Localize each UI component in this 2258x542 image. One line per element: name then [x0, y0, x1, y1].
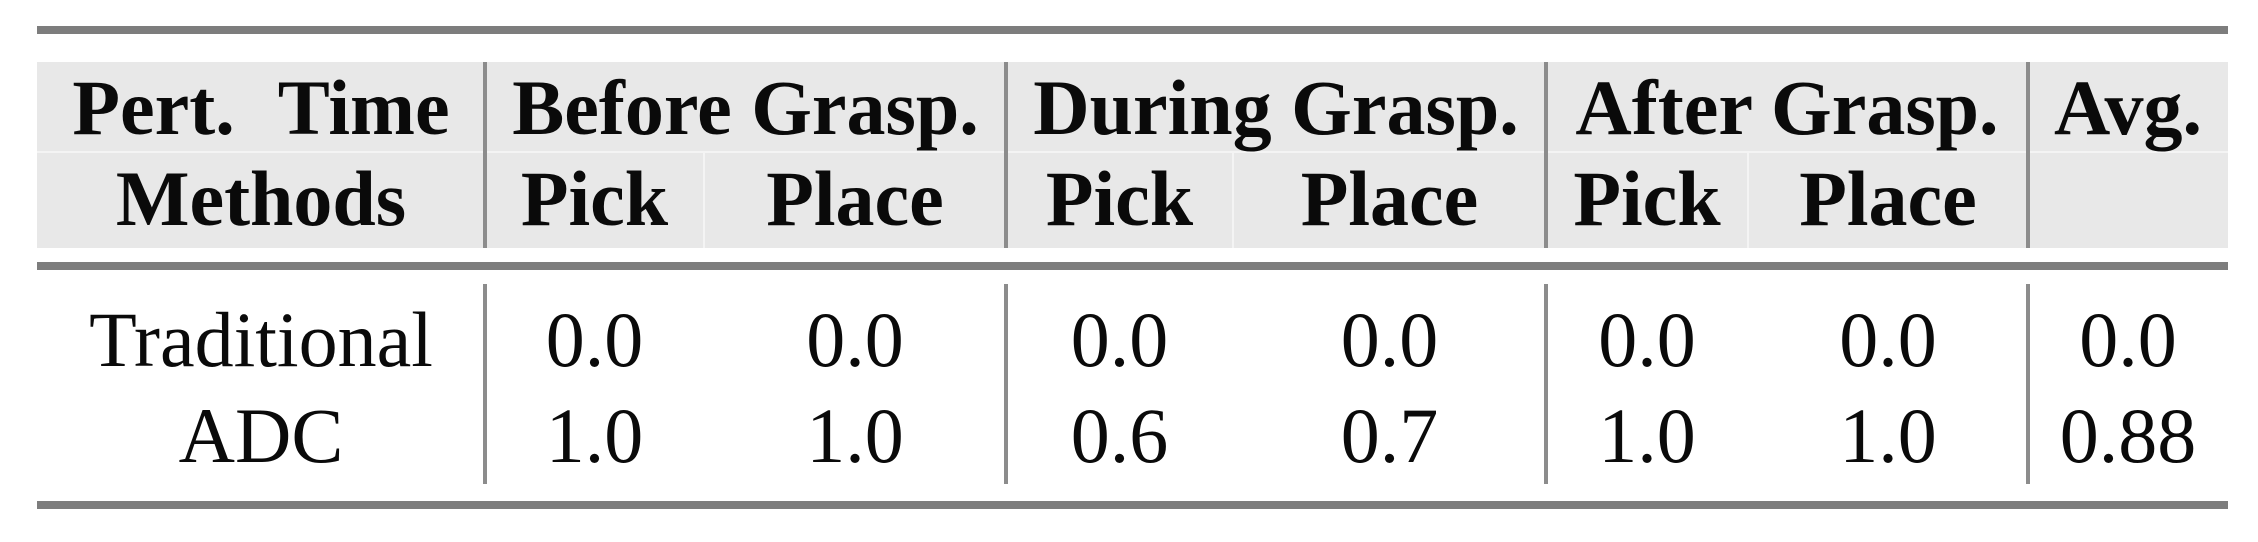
header-after-place: Place [1799, 155, 1977, 242]
column-divider [2026, 62, 2030, 248]
header-during-pick: Pick [1045, 155, 1194, 242]
column-divider [2026, 284, 2030, 484]
value-traditional-avg: 0.0 [2079, 296, 2177, 383]
header-row-seam [37, 151, 2228, 153]
value-traditional-before-pick: 0.0 [545, 296, 644, 383]
row-adc-label: ADC [178, 392, 344, 479]
header-before-place: Place [766, 155, 944, 242]
header-after-grasp: After Grasp. [1575, 64, 1999, 151]
header-cell-seam [1232, 153, 1234, 248]
table-mid-rule [37, 262, 2228, 270]
column-divider [1004, 284, 1008, 484]
table-bottom-rule [37, 501, 2228, 509]
header-avg: Avg. [2053, 64, 2203, 151]
value-traditional-during-place: 0.0 [1340, 296, 1439, 383]
header-methods: Methods [115, 155, 407, 242]
column-divider [483, 62, 487, 248]
header-cell-seam [703, 153, 705, 248]
header-after-pick: Pick [1573, 155, 1721, 242]
table-top-rule [37, 26, 2228, 34]
column-divider [1544, 284, 1548, 484]
header-during-place: Place [1300, 155, 1479, 242]
column-divider [1544, 62, 1548, 248]
value-traditional-after-pick: 0.0 [1598, 296, 1696, 383]
row-traditional-label: Traditional [89, 296, 433, 383]
value-adc-during-pick: 0.6 [1070, 392, 1169, 479]
value-adc-during-place: 0.7 [1340, 392, 1439, 479]
column-divider [1004, 62, 1008, 248]
header-during-grasp: During Grasp. [1033, 64, 1519, 151]
value-adc-after-place: 1.0 [1839, 392, 1937, 479]
value-traditional-before-place: 0.0 [806, 296, 904, 383]
header-before-grasp: Before Grasp. [512, 64, 979, 151]
column-divider [483, 284, 487, 484]
value-traditional-after-place: 0.0 [1839, 296, 1937, 383]
value-adc-after-pick: 1.0 [1598, 392, 1696, 479]
header-pert-time: Pert. Time [72, 64, 450, 151]
header-before-pick: Pick [520, 155, 669, 242]
header-cell-seam [1747, 153, 1749, 248]
value-adc-avg: 0.88 [2059, 392, 2197, 479]
header-background [37, 62, 2228, 248]
value-adc-before-place: 1.0 [806, 392, 904, 479]
value-traditional-during-pick: 0.0 [1070, 296, 1169, 383]
value-adc-before-pick: 1.0 [545, 392, 644, 479]
